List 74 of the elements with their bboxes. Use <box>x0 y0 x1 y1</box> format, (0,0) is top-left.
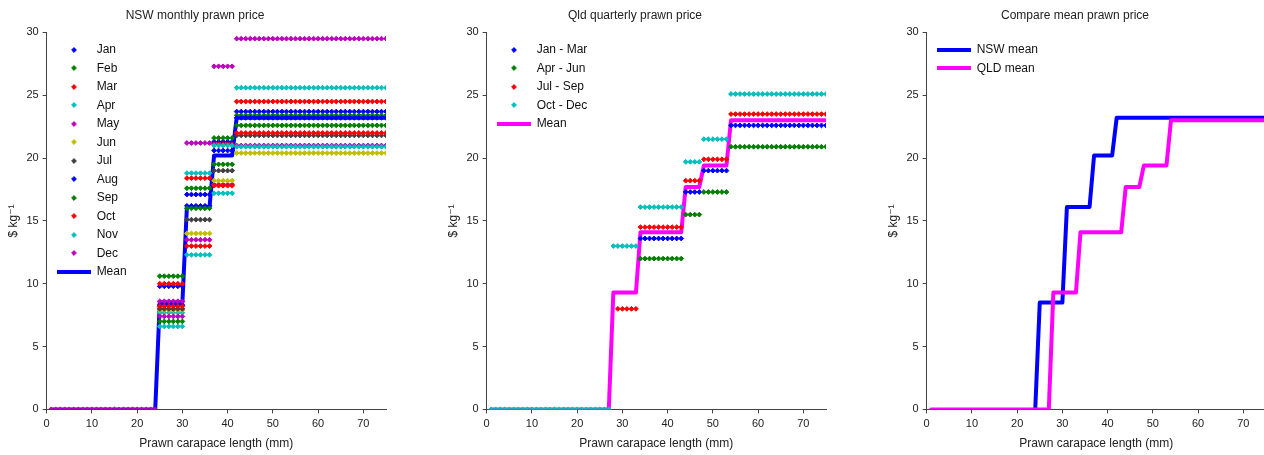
x-tick-label: 50 <box>266 417 279 430</box>
y-tick-label: 0 <box>472 402 479 415</box>
x-axis-title: Prawn carapace length (mm) <box>139 436 294 451</box>
x-tick-label: 0 <box>923 417 930 430</box>
y-tick-label: 10 <box>906 276 919 289</box>
y-tick-label: 5 <box>32 339 39 352</box>
y-axis-title: $ kg⁻¹ <box>885 204 900 238</box>
chart-title: NSW monthly prawn price <box>125 7 265 22</box>
legend-label: May <box>96 115 120 133</box>
legend-label: Oct - Dec <box>536 96 588 114</box>
x-tick-label: 0 <box>43 417 50 430</box>
y-tick-label: 0 <box>912 402 919 415</box>
y-tick-label: 30 <box>26 25 39 38</box>
x-tick-label: 50 <box>1146 417 1159 430</box>
chart-title: Qld quarterly prawn price <box>567 7 703 22</box>
x-tick-label: 40 <box>1101 417 1114 430</box>
y-tick-label: 0 <box>32 402 39 415</box>
y-tick-label: 15 <box>906 213 919 226</box>
y-tick-label: 25 <box>26 88 39 101</box>
legend-label: Apr <box>96 96 116 114</box>
x-tick-label: 50 <box>706 417 719 430</box>
legend-label: Nov <box>96 226 118 244</box>
y-tick-label: 15 <box>466 213 479 226</box>
legend-label: Apr - Jun <box>536 59 586 77</box>
x-tick-label: 0 <box>483 417 490 430</box>
x-axis-title: Prawn carapace length (mm) <box>1019 436 1174 451</box>
y-tick-label: 20 <box>906 151 919 164</box>
y-axis-title: $ kg⁻¹ <box>445 204 460 238</box>
legend-label: Jan <box>96 41 116 59</box>
y-tick-label: 10 <box>466 276 479 289</box>
legend-label: Mean <box>536 115 567 133</box>
y-tick-label: 15 <box>26 213 39 226</box>
x-tick-label: 10 <box>965 417 979 430</box>
x-tick-label: 30 <box>176 417 189 430</box>
y-tick-label: 10 <box>26 276 39 289</box>
legend-label: Jun <box>96 133 116 151</box>
legend-label: Oct <box>96 207 116 225</box>
x-tick-label: 10 <box>525 417 539 430</box>
y-tick-label: 30 <box>906 25 919 38</box>
y-tick-label: 5 <box>912 339 919 352</box>
y-tick-label: 5 <box>472 339 479 352</box>
legend-label: Mar <box>96 78 118 96</box>
x-axis-title: Prawn carapace length (mm) <box>579 436 734 451</box>
x-tick-label: 40 <box>221 417 234 430</box>
y-tick-label: 20 <box>26 151 39 164</box>
legend-label: Aug <box>96 170 118 188</box>
x-tick-label: 70 <box>1237 417 1250 430</box>
x-tick-label: 20 <box>131 417 144 430</box>
legend-label: Jul <box>96 152 112 170</box>
legend-label: Sep <box>96 189 118 207</box>
x-tick-label: 30 <box>1056 417 1069 430</box>
x-tick-label: 60 <box>312 417 325 430</box>
y-tick-label: 25 <box>906 88 919 101</box>
x-tick-label: 10 <box>85 417 99 430</box>
legend-label: NSW mean <box>976 41 1038 59</box>
x-tick-label: 20 <box>571 417 584 430</box>
legend-label: Mean <box>96 263 127 281</box>
legend-label: QLD mean <box>976 59 1035 77</box>
y-tick-label: 20 <box>466 151 479 164</box>
x-tick-label: 40 <box>661 417 674 430</box>
legend-label: Jul - Sep <box>536 78 584 96</box>
x-tick-label: 60 <box>752 417 765 430</box>
legend-label: Feb <box>96 59 118 77</box>
y-tick-label: 25 <box>466 88 479 101</box>
x-tick-label: 60 <box>1192 417 1205 430</box>
x-tick-label: 20 <box>1011 417 1024 430</box>
x-tick-label: 30 <box>616 417 629 430</box>
y-tick-label: 30 <box>466 25 479 38</box>
legend-label: Dec <box>96 244 118 262</box>
chart-title: Compare mean prawn price <box>1000 7 1150 22</box>
x-tick-label: 70 <box>357 417 370 430</box>
x-tick-label: 70 <box>797 417 810 430</box>
y-axis-title: $ kg⁻¹ <box>5 204 20 238</box>
legend-label: Jan - Mar <box>536 41 588 59</box>
